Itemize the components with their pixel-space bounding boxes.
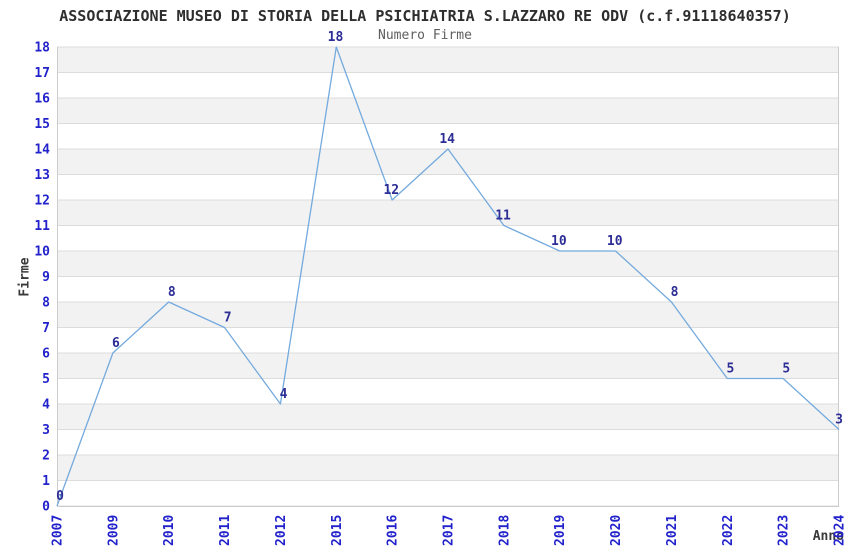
x-tick-label: 2024 [833, 515, 848, 546]
point-value-label: 3 [835, 413, 843, 428]
y-tick-label: 4 [42, 398, 50, 413]
x-tick-label: 2023 [777, 515, 792, 546]
band [57, 302, 839, 328]
band [57, 47, 839, 73]
y-tick-label: 16 [34, 92, 50, 107]
point-value-label: 6 [112, 336, 120, 351]
x-tick-label: 2012 [274, 515, 289, 546]
chart-title: ASSOCIAZIONE MUSEO DI STORIA DELLA PSICH… [59, 7, 791, 25]
band [57, 251, 839, 277]
point-value-label: 8 [168, 285, 176, 300]
chart-subtitle: Numero Firme [378, 28, 472, 43]
y-tick-label: 10 [34, 245, 50, 260]
y-tick-label: 6 [42, 347, 50, 362]
y-tick-label: 8 [42, 296, 50, 311]
x-tick-label: 2022 [721, 515, 736, 546]
y-tick-label: 11 [34, 219, 50, 234]
band [57, 149, 839, 175]
point-value-label: 11 [495, 209, 511, 224]
band [57, 353, 839, 379]
x-tick-label: 2018 [497, 515, 512, 546]
x-tick-label: 2021 [665, 515, 680, 546]
y-tick-label: 13 [34, 168, 50, 183]
band [57, 200, 839, 226]
x-tick-label: 2009 [106, 515, 121, 546]
y-tick-label: 7 [42, 321, 50, 336]
y-tick-label: 15 [34, 117, 50, 132]
y-tick-label: 17 [34, 66, 50, 81]
y-tick-label: 14 [34, 143, 50, 158]
y-tick-label: 18 [34, 41, 50, 56]
point-value-label: 5 [782, 362, 790, 377]
point-value-label: 18 [328, 30, 344, 45]
x-tick-label: 2011 [218, 515, 233, 546]
y-tick-label: 5 [42, 372, 50, 387]
point-value-label: 4 [280, 387, 288, 402]
y-tick-label: 12 [34, 194, 50, 209]
point-value-label: 12 [383, 183, 399, 198]
point-value-label: 8 [671, 285, 679, 300]
x-tick-label: 2017 [442, 515, 457, 546]
y-tick-label: 1 [42, 474, 50, 489]
band [57, 98, 839, 124]
y-tick-label: 2 [42, 449, 50, 464]
y-tick-label: 0 [42, 500, 50, 515]
point-value-label: 7 [224, 311, 232, 326]
x-tick-label: 2019 [553, 515, 568, 546]
y-tick-label: 3 [42, 423, 50, 438]
x-tick-label: 2015 [330, 515, 345, 546]
point-value-label: 14 [439, 132, 455, 147]
series-line [56, 46, 840, 507]
point-value-label: 10 [607, 234, 623, 249]
point-value-label: 10 [551, 234, 567, 249]
band [57, 455, 839, 481]
x-tick-label: 2020 [609, 515, 624, 546]
x-tick-label: 2010 [162, 515, 177, 546]
x-tick-label: 2007 [51, 515, 66, 546]
point-value-label: 0 [56, 489, 64, 504]
x-axis-title: Anno [812, 529, 844, 544]
y-tick-label: 9 [42, 270, 50, 285]
x-tick-label: 2016 [386, 515, 401, 546]
point-value-label: 5 [726, 362, 734, 377]
band [57, 404, 839, 430]
